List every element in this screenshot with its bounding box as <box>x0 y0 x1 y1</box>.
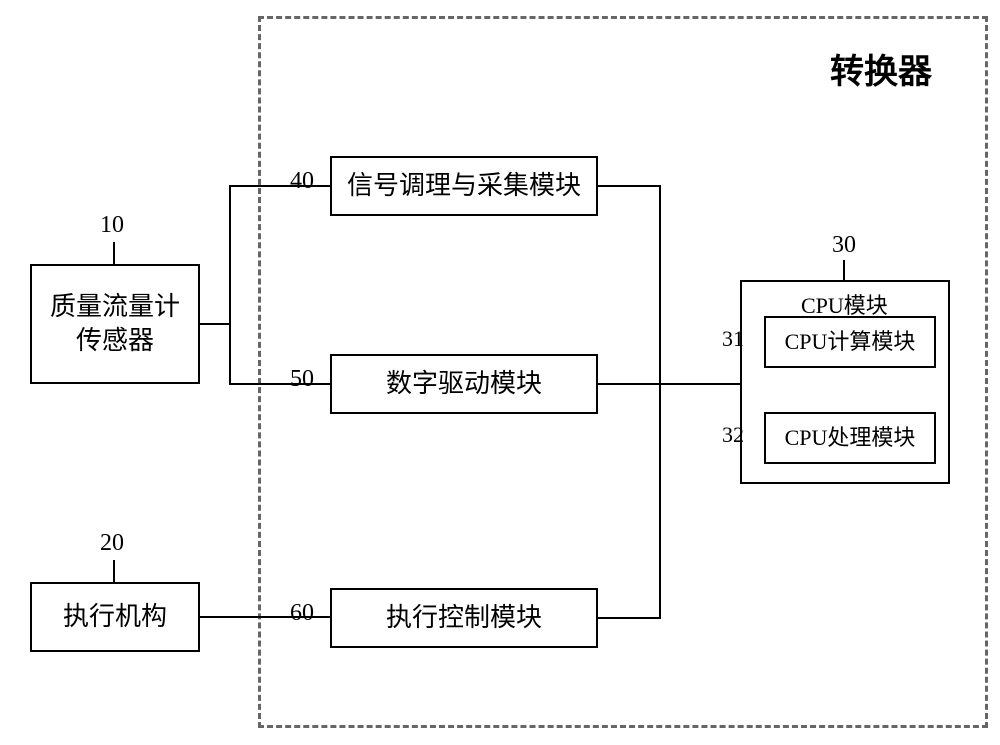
tick-line <box>113 242 115 264</box>
tick-line <box>843 260 845 280</box>
node-number: 32 <box>722 422 744 448</box>
node-number: 60 <box>290 600 314 627</box>
diagram-root: 转换器 质量流量计传感器 10 执行机构 20 信号调理与采集模块 40 数字驱… <box>0 0 1000 745</box>
node-label: 执行机构 <box>63 600 167 634</box>
tick-line <box>113 560 115 582</box>
node-number: 20 <box>100 530 124 557</box>
node-label: CPU处理模块 <box>785 424 916 453</box>
node-number: 30 <box>832 232 856 259</box>
node-actuator: 执行机构 <box>30 582 200 652</box>
node-cpu-process: CPU处理模块 <box>764 412 936 464</box>
node-label: 数字驱动模块 <box>386 367 542 401</box>
node-cpu-calc: CPU计算模块 <box>764 316 936 368</box>
node-label: 信号调理与采集模块 <box>347 169 581 203</box>
node-number: 50 <box>290 366 314 393</box>
node-digital-drive: 数字驱动模块 <box>330 354 598 414</box>
node-label: 质量流量计传感器 <box>50 290 180 358</box>
node-signal-conditioning: 信号调理与采集模块 <box>330 156 598 216</box>
node-mass-flow-sensor: 质量流量计传感器 <box>30 264 200 384</box>
node-number: 10 <box>100 212 124 239</box>
node-label: 执行控制模块 <box>386 601 542 635</box>
node-execution-control: 执行控制模块 <box>330 588 598 648</box>
converter-title: 转换器 <box>830 44 932 93</box>
node-number: 40 <box>290 168 314 195</box>
node-label: CPU计算模块 <box>785 328 916 357</box>
node-number: 31 <box>722 326 744 352</box>
